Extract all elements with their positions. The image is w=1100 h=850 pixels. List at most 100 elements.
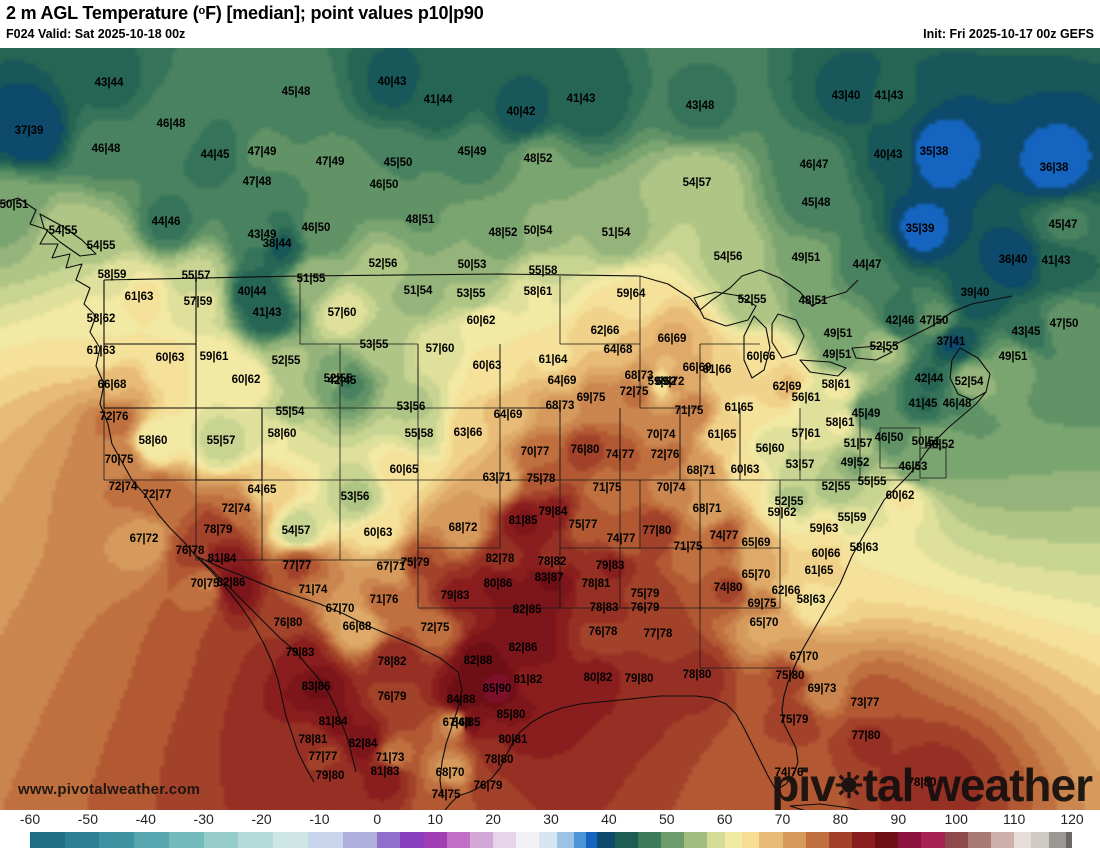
point-value-label: 58|60: [138, 435, 168, 447]
border-path: [262, 479, 341, 561]
point-value-label: 51|54: [601, 227, 631, 239]
colorbar-tick: 80: [832, 811, 849, 827]
point-value-label: 52|56: [368, 258, 398, 270]
point-value-label: 65|70: [741, 569, 771, 581]
point-value-label: 75|79: [630, 588, 660, 600]
point-value-label: 68|71: [692, 503, 722, 515]
point-value-label: 70|75: [190, 578, 220, 590]
title-tail: F) [median]; point values p10|p90: [205, 3, 484, 23]
border-path: [103, 273, 641, 281]
colorbar-tick: 30: [543, 811, 559, 827]
point-value-label: 48|52: [925, 439, 955, 451]
colorbar-band: [203, 832, 239, 848]
point-value-label: 53|56: [340, 491, 370, 503]
border-path: [789, 803, 860, 810]
colorbar-band: [168, 832, 204, 848]
point-value-label: 75|78: [526, 473, 556, 485]
colorbar-band: [1066, 832, 1072, 848]
point-value-label: 49|52: [840, 457, 870, 469]
point-value-label: 59|62: [767, 507, 797, 519]
point-value-label: 52|55: [869, 341, 899, 353]
brand-watermark: piv: [771, 759, 1093, 810]
colorbar-band: [990, 832, 1015, 848]
colorbar-tick: -60: [19, 811, 41, 827]
border-path: [660, 695, 777, 791]
point-value-label: 81|84: [207, 553, 237, 565]
point-value-label: 67|70: [789, 651, 819, 663]
point-value-label: 79|83: [595, 560, 625, 572]
point-value-label: 45|48: [801, 197, 831, 209]
point-value-label: 54|57: [281, 525, 311, 537]
point-value-label: 41|43: [1041, 255, 1071, 267]
point-value-label: 54|55: [48, 225, 78, 237]
point-value-label: 41|43: [252, 307, 282, 319]
colorbar[interactable]: -60 -50 -40 -30 -20 -10 0 10 20 30 40 50 60 70 80 90 100…: [0, 810, 1100, 850]
point-value-label: 53|55: [456, 288, 486, 300]
point-value-label: 70|74: [656, 482, 686, 494]
point-value-label: 69|72: [655, 376, 685, 388]
point-value-label: 60|63: [363, 527, 393, 539]
point-value-label: 64|68: [603, 344, 633, 356]
point-value-label: 82|88: [463, 655, 493, 667]
point-value-label: 55|58: [528, 265, 558, 277]
point-value-label: 49|51: [791, 252, 821, 264]
colorbar-gradient: [30, 832, 1072, 848]
border-path: [919, 447, 947, 479]
colorbar-band: [134, 832, 169, 848]
border-path: [699, 480, 781, 549]
point-value-label: 79|80: [315, 770, 345, 782]
point-value-label: 72|76: [650, 449, 680, 461]
point-value-label: 62|66: [771, 585, 801, 597]
colorbar-tick-labels: -60 -50 -40 -30 -20 -10 0 10 20 30 40 50 60 70 80 90 100…: [0, 810, 1100, 832]
point-value-label: 43|45: [1011, 326, 1041, 338]
point-value-label: 71|74: [298, 584, 328, 596]
colorbar-band: [875, 832, 899, 848]
border-path: [799, 408, 860, 481]
border-path: [699, 548, 781, 609]
point-value-label: 52|55: [774, 496, 804, 508]
point-value-label: 78|83: [589, 602, 619, 614]
point-value-label: 59|61: [199, 351, 229, 363]
point-value-label: 61|64: [538, 354, 568, 366]
point-value-label: 82|84: [348, 738, 378, 750]
colorbar-band: [637, 832, 661, 848]
brand-text-pre: piv: [771, 759, 835, 810]
colorbar-band: [1031, 832, 1049, 848]
point-value-label: 68|71: [686, 465, 716, 477]
colorbar-band: [99, 832, 135, 848]
border-path: [417, 408, 501, 481]
map-canvas[interactable]: 43|44 45|48 40|43 41|44 40|42 41|43 43|48 43|40…: [0, 48, 1100, 810]
temperature-field: [0, 48, 1100, 810]
colorbar-tick: -50: [77, 811, 98, 827]
point-value-label: 65|69: [741, 537, 771, 549]
colorbar-tick: 0: [373, 811, 382, 827]
point-value-label: 83|86: [301, 681, 331, 693]
point-value-label: 71|75: [673, 541, 703, 553]
border-path: [775, 391, 987, 791]
point-value-label: 51|55: [296, 273, 326, 285]
point-value-label: 72|75: [420, 622, 450, 634]
point-value-label: 71|76: [369, 594, 399, 606]
colorbar-tick: 20: [485, 811, 501, 827]
point-value-label: 85|80: [496, 709, 526, 721]
valid-time-label: F024 Valid: Sat 2025-10-18 00z: [6, 27, 186, 41]
border-path: [949, 347, 991, 401]
point-value-label: 35|39: [905, 223, 935, 235]
point-value-label: 73|77: [850, 697, 880, 709]
border-path: [891, 295, 1013, 347]
degree-symbol: o: [198, 5, 206, 17]
point-value-label: 46|50: [301, 222, 331, 234]
point-value-label: 47|48: [242, 176, 272, 188]
colorbar-tick: -10: [309, 811, 330, 827]
point-value-label: 79|80: [624, 673, 654, 685]
point-value-label: 51|57: [843, 438, 873, 450]
point-value-label: 46|47: [799, 159, 829, 171]
point-value-label: 44|46: [151, 216, 181, 228]
point-value-label: 46|48: [91, 143, 121, 155]
point-value-label: 76|80: [570, 444, 600, 456]
point-value-label: 65|70: [749, 617, 779, 629]
colorbar-band: [539, 832, 557, 848]
point-value-label: 78|80: [907, 777, 937, 789]
point-value-label: 58|61: [523, 286, 553, 298]
colorbar-band: [967, 832, 991, 848]
